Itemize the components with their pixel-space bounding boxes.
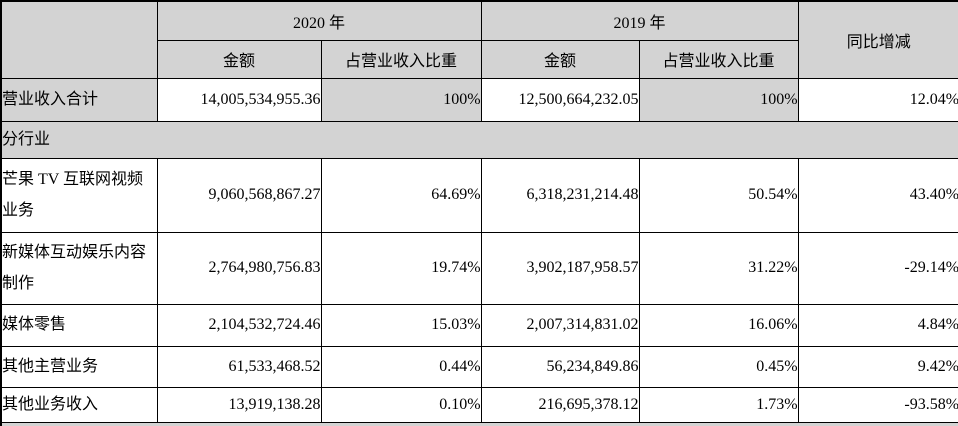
cutoff-row-cell: [0, 421, 958, 426]
share-2019-cell: 1.73%: [638, 386, 799, 423]
header-amount-2020: 金额: [156, 39, 322, 79]
row-label: 其他主营业务: [0, 345, 158, 388]
row-label: 营业收入合计: [0, 77, 158, 122]
table-row-total-revenue: 营业收入合计 14,005,534,955.36 100% 12,500,664…: [0, 77, 958, 122]
header-share-2019: 占营业收入比重: [638, 39, 799, 79]
yoy-cell: 9.42%: [797, 345, 958, 388]
amount-2020-cell: 13,919,138.28: [156, 386, 322, 423]
amount-2020-cell: 9,060,568,867.27: [156, 157, 322, 233]
header-row-years: 2020 年 2019 年 同比增减: [0, 0, 958, 79]
table-row: 媒体零售 2,104,532,724.46 15.03% 2,007,314,8…: [0, 303, 958, 347]
share-2020-cell: 0.44%: [320, 345, 482, 388]
yoy-cell: 43.40%: [797, 157, 958, 233]
row-label: 其他业务收入: [0, 386, 158, 423]
share-2019-cell: 50.54%: [638, 157, 799, 233]
amount-2019-cell: 3,902,187,958.57: [480, 231, 640, 305]
row-label: 芒果 TV 互联网视频业务: [0, 157, 158, 233]
section-label: 分行业: [0, 120, 958, 159]
header-yoy-change: 同比增减: [797, 0, 958, 79]
header-row-metrics: 金额 占营业收入比重 金额 占营业收入比重: [1, 39, 958, 79]
header-amount-2019: 金额: [480, 39, 640, 79]
table-row: 新媒体互动娱乐内容制作 2,764,980,756.83 19.74% 3,90…: [0, 231, 958, 305]
amount-2019-cell: 12,500,664,232.05: [480, 77, 640, 122]
row-label: 新媒体互动娱乐内容制作: [0, 231, 158, 305]
yoy-cell: -29.14%: [797, 231, 958, 305]
share-2020-cell: 15.03%: [320, 303, 482, 347]
header-year-2019: 2019 年: [480, 0, 799, 41]
amount-2020-cell: 2,104,532,724.46: [156, 303, 322, 347]
amount-2019-cell: 56,234,849.86: [480, 345, 640, 388]
amount-2019-cell: 2,007,314,831.02: [480, 303, 640, 347]
yoy-cell: 4.84%: [797, 303, 958, 347]
share-2019-cell: 0.45%: [638, 345, 799, 388]
corner-cell-empty: [0, 0, 158, 79]
amount-2019-cell: 216,695,378.12: [480, 386, 640, 423]
amount-2020-cell: 61,533,468.52: [156, 345, 322, 388]
amount-2020-cell: 14,005,534,955.36: [156, 77, 322, 122]
amount-2019-cell: 6,318,231,214.48: [480, 157, 640, 233]
share-2020-cell: 100%: [320, 77, 482, 122]
share-2020-cell: 0.10%: [320, 386, 482, 423]
share-2019-cell: 31.22%: [638, 231, 799, 305]
share-2019-cell: 16.06%: [638, 303, 799, 347]
yoy-cell: -93.58%: [797, 386, 958, 423]
amount-2020-cell: 2,764,980,756.83: [156, 231, 322, 305]
row-label: 媒体零售: [0, 303, 158, 347]
share-2020-cell: 64.69%: [320, 157, 482, 233]
header-year-2020: 2020 年: [156, 0, 482, 41]
table-row: 其他主营业务 61,533,468.52 0.44% 56,234,849.86…: [0, 345, 958, 388]
share-2019-cell: 100%: [638, 77, 799, 122]
table-bottom-cutoff-strip: [0, 421, 958, 426]
yoy-cell: 12.04%: [797, 77, 958, 122]
table-row: 其他业务收入 13,919,138.28 0.10% 216,695,378.1…: [0, 386, 958, 423]
table-row: 芒果 TV 互联网视频业务 9,060,568,867.27 64.69% 6,…: [0, 157, 958, 233]
table-row-section-by-industry: 分行业: [0, 120, 958, 159]
share-2020-cell: 19.74%: [320, 231, 482, 305]
header-share-2020: 占营业收入比重: [320, 39, 482, 79]
